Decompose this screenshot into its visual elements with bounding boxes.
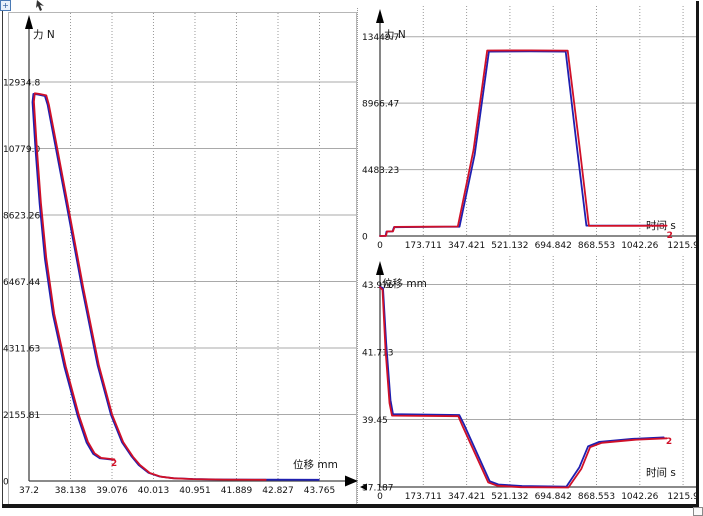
- window-border-right: [696, 1, 699, 505]
- resize-grip[interactable]: [693, 507, 703, 516]
- displacement-time-chart-panel: [358, 250, 696, 504]
- expand-toggle-label: +: [2, 1, 9, 10]
- expand-toggle-icon[interactable]: +: [0, 0, 11, 11]
- force-time-chart-panel: [358, 2, 696, 250]
- window-border-bottom: [2, 504, 699, 508]
- panel-divider: [357, 8, 358, 505]
- force-displacement-chart-panel: [8, 12, 357, 507]
- window-border-left: [2, 8, 3, 505]
- cursor-artifact-icon: [36, 0, 44, 11]
